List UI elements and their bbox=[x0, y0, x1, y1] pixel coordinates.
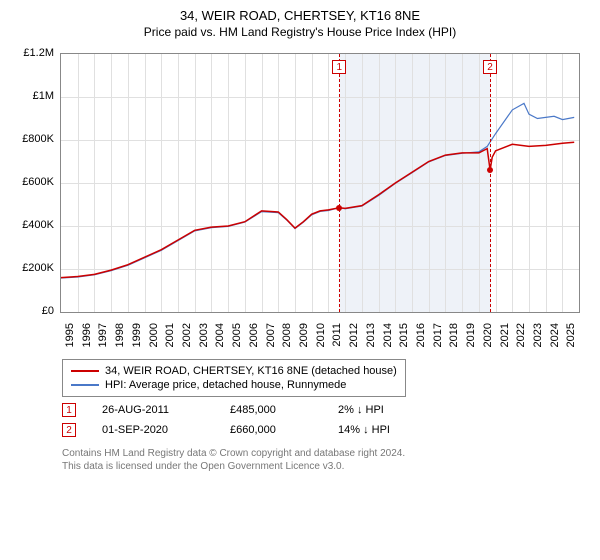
footer-line-1: Contains HM Land Registry data © Crown c… bbox=[62, 447, 600, 460]
y-tick-label: £1M bbox=[6, 90, 54, 102]
x-tick-label: 1995 bbox=[64, 323, 76, 351]
legend: 34, WEIR ROAD, CHERTSEY, KT16 8NE (detac… bbox=[62, 359, 406, 397]
x-tick-label: 2019 bbox=[465, 323, 477, 351]
sale-date: 01-SEP-2020 bbox=[102, 424, 212, 436]
x-tick-label: 2023 bbox=[532, 323, 544, 351]
footer: Contains HM Land Registry data © Crown c… bbox=[62, 447, 600, 473]
x-tick-label: 1996 bbox=[81, 323, 93, 351]
hpi-line bbox=[61, 103, 574, 278]
property-line bbox=[61, 142, 574, 277]
x-tick-label: 2021 bbox=[499, 323, 511, 351]
sale-price: £660,000 bbox=[230, 424, 320, 436]
x-tick-label: 2005 bbox=[231, 323, 243, 351]
x-tick-label: 2010 bbox=[315, 323, 327, 351]
x-tick-label: 2025 bbox=[565, 323, 577, 351]
y-tick-label: £800K bbox=[6, 133, 54, 145]
sale-date: 26-AUG-2011 bbox=[102, 404, 212, 416]
sale-diff: 14% ↓ HPI bbox=[338, 424, 390, 436]
x-tick-label: 2000 bbox=[148, 323, 160, 351]
x-tick-label: 2004 bbox=[214, 323, 226, 351]
x-tick-label: 1999 bbox=[131, 323, 143, 351]
sale-diff: 2% ↓ HPI bbox=[338, 404, 384, 416]
chart-title: 34, WEIR ROAD, CHERTSEY, KT16 8NE bbox=[0, 8, 600, 23]
chart-area: £0£200K£400K£600K£800K£1M£1.2M 12 199519… bbox=[40, 43, 600, 353]
y-tick-label: £200K bbox=[6, 262, 54, 274]
x-tick-label: 2001 bbox=[164, 323, 176, 351]
plot-region: 12 bbox=[60, 53, 580, 313]
x-tick-label: 2015 bbox=[398, 323, 410, 351]
sale-id-box: 1 bbox=[62, 403, 76, 417]
sale-row: 1 26-AUG-2011 £485,000 2% ↓ HPI bbox=[62, 403, 600, 417]
x-tick-label: 2008 bbox=[281, 323, 293, 351]
x-tick-label: 2002 bbox=[181, 323, 193, 351]
x-tick-label: 2006 bbox=[248, 323, 260, 351]
sales-rows: 1 26-AUG-2011 £485,000 2% ↓ HPI 2 01-SEP-2020… bbox=[0, 403, 600, 437]
x-tick-label: 1997 bbox=[97, 323, 109, 351]
x-tick-label: 2013 bbox=[365, 323, 377, 351]
x-tick-label: 2009 bbox=[298, 323, 310, 351]
x-tick-label: 2018 bbox=[448, 323, 460, 351]
title-block: 34, WEIR ROAD, CHERTSEY, KT16 8NE Price … bbox=[0, 0, 600, 43]
x-tick-label: 1998 bbox=[114, 323, 126, 351]
y-tick-label: £400K bbox=[6, 219, 54, 231]
chart-subtitle: Price paid vs. HM Land Registry's House … bbox=[0, 25, 600, 39]
x-tick-label: 2007 bbox=[265, 323, 277, 351]
chart-container: 34, WEIR ROAD, CHERTSEY, KT16 8NE Price … bbox=[0, 0, 600, 473]
legend-item: 34, WEIR ROAD, CHERTSEY, KT16 8NE (detac… bbox=[71, 364, 397, 378]
x-tick-label: 2012 bbox=[348, 323, 360, 351]
sale-marker-box: 1 bbox=[332, 60, 346, 74]
x-tick-label: 2024 bbox=[549, 323, 561, 351]
sale-marker-box: 2 bbox=[483, 60, 497, 74]
x-tick-label: 2022 bbox=[515, 323, 527, 351]
x-tick-label: 2014 bbox=[382, 323, 394, 351]
sale-marker-dot bbox=[336, 205, 342, 211]
legend-item: HPI: Average price, detached house, Runn… bbox=[71, 378, 397, 392]
sale-row: 2 01-SEP-2020 £660,000 14% ↓ HPI bbox=[62, 423, 600, 437]
footer-line-2: This data is licensed under the Open Gov… bbox=[62, 460, 600, 473]
x-tick-label: 2011 bbox=[331, 323, 343, 351]
line-svg bbox=[61, 54, 579, 312]
x-tick-label: 2017 bbox=[432, 323, 444, 351]
y-tick-label: £0 bbox=[6, 305, 54, 317]
x-tick-label: 2016 bbox=[415, 323, 427, 351]
x-tick-label: 2020 bbox=[482, 323, 494, 351]
x-tick-label: 2003 bbox=[198, 323, 210, 351]
sale-id-box: 2 bbox=[62, 423, 76, 437]
y-tick-label: £600K bbox=[6, 176, 54, 188]
sale-price: £485,000 bbox=[230, 404, 320, 416]
sale-marker-dot bbox=[487, 167, 493, 173]
y-tick-label: £1.2M bbox=[6, 47, 54, 59]
